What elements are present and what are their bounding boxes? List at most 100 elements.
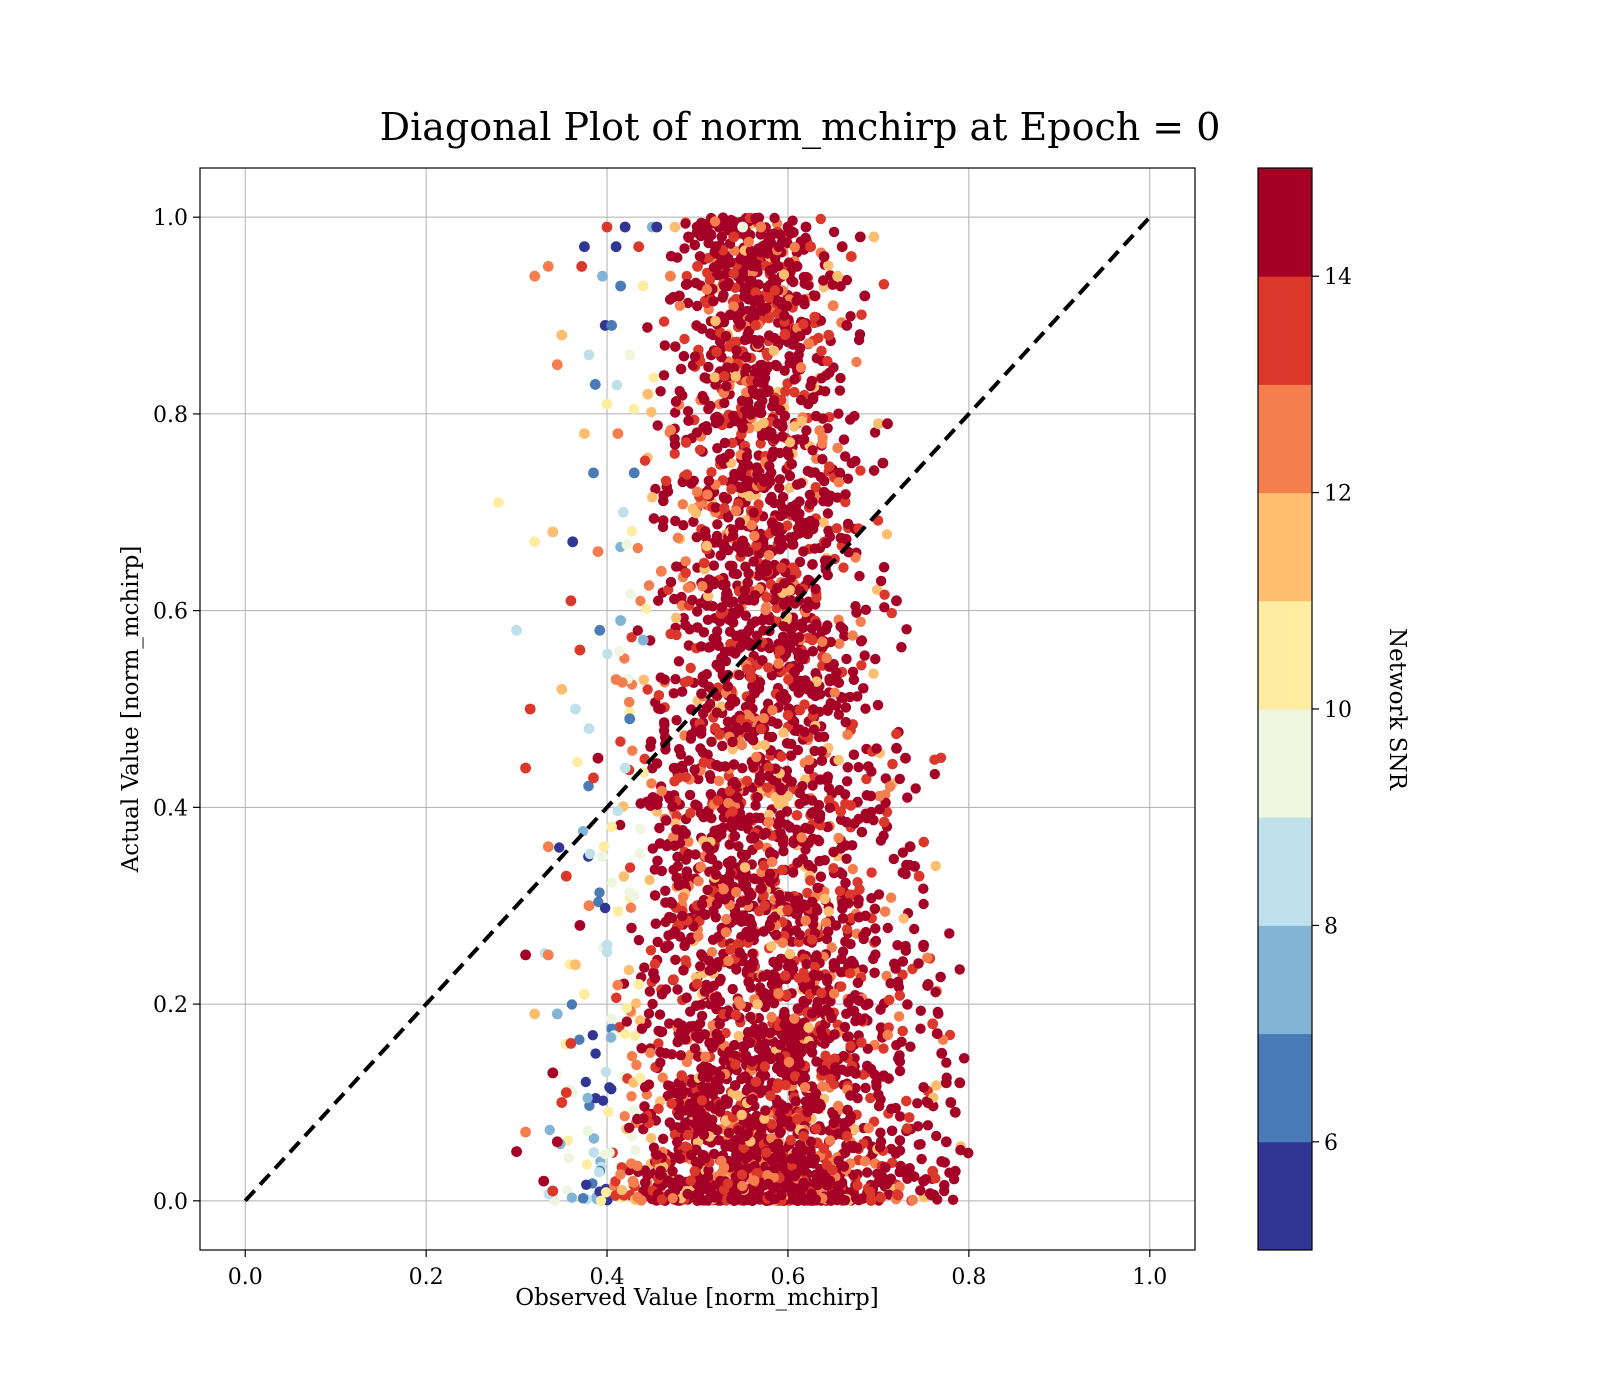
scatter-point — [896, 642, 907, 653]
scatter-point — [648, 968, 659, 979]
scatter-point — [655, 386, 666, 397]
scatter-point — [636, 1195, 647, 1206]
scatter-point — [584, 848, 596, 860]
scatter-point — [675, 1050, 686, 1061]
scatter-point — [789, 374, 800, 385]
scatter-point — [768, 446, 779, 457]
scatter-point — [630, 998, 642, 1009]
scatter-point — [845, 938, 856, 950]
scatter-point — [865, 790, 877, 802]
scatter-point — [711, 707, 723, 718]
scatter-point — [873, 889, 885, 900]
scatter-point — [698, 757, 709, 768]
scatter-point — [786, 776, 797, 787]
scatter-point — [671, 612, 682, 623]
scatter-point — [745, 982, 757, 993]
scatter-point — [874, 790, 885, 802]
scatter-point — [804, 489, 816, 500]
scatter-point — [807, 445, 818, 456]
scatter-point — [682, 871, 693, 882]
scatter-point — [879, 602, 890, 613]
scatter-point — [582, 1125, 593, 1137]
scatter-point — [719, 894, 730, 905]
scatter-point — [913, 958, 924, 969]
scatter-point — [774, 482, 785, 493]
scatter-point — [731, 568, 743, 580]
scatter-point — [894, 1056, 906, 1067]
scatter-point — [693, 1033, 705, 1044]
scatter-point — [849, 1123, 860, 1135]
scatter-point — [695, 961, 706, 972]
scatter-point — [647, 998, 658, 1010]
scatter-point — [666, 1098, 677, 1109]
scatter-point — [689, 1166, 700, 1177]
scatter-point — [816, 987, 827, 999]
scatter-point — [677, 892, 689, 903]
scatter-point — [671, 824, 682, 835]
scatter-point — [722, 596, 733, 607]
scatter-point — [566, 1192, 578, 1203]
scatter-point — [822, 973, 833, 984]
scatter-point — [860, 703, 871, 714]
scatter-point — [782, 520, 793, 531]
scatter-point — [887, 758, 898, 770]
scatter-point — [772, 418, 784, 429]
scatter-point — [789, 421, 800, 432]
scatter-point — [843, 997, 854, 1008]
scatter-point — [621, 1016, 632, 1027]
scatter-point — [739, 291, 750, 302]
scatter-point — [736, 395, 748, 406]
scatter-point — [655, 1026, 667, 1038]
scatter-point — [781, 738, 793, 749]
scatter-point — [714, 1018, 725, 1030]
scatter-point — [707, 964, 718, 975]
scatter-point — [668, 688, 679, 699]
scatter-point — [625, 588, 636, 600]
scatter-point — [744, 932, 755, 943]
scatter-point — [716, 787, 728, 799]
scatter-point — [790, 1096, 801, 1107]
scatter-point — [691, 227, 703, 238]
scatter-point — [858, 683, 869, 694]
scatter-point — [809, 543, 820, 554]
scatter-point — [749, 311, 760, 322]
scatter-point — [841, 653, 852, 665]
scatter-point — [703, 361, 714, 373]
scatter-point — [763, 292, 774, 303]
scatter-point — [684, 789, 696, 801]
scatter-point — [683, 675, 694, 687]
scatter-point — [731, 886, 742, 898]
scatter-point — [658, 495, 669, 507]
scatter-point — [689, 764, 700, 775]
scatter-point — [679, 940, 690, 951]
scatter-point — [727, 744, 738, 755]
scatter-point — [834, 885, 846, 897]
scatter-point — [842, 473, 854, 484]
scatter-point — [758, 417, 769, 429]
scatter-point — [730, 505, 742, 517]
scatter-point — [835, 621, 846, 632]
scatter-point — [902, 792, 913, 803]
scatter-point — [797, 622, 809, 633]
scatter-point — [647, 843, 658, 854]
scatter-point — [583, 780, 594, 792]
scatter-point — [819, 475, 830, 487]
scatter-point — [775, 510, 786, 522]
scatter-point — [781, 989, 792, 1001]
scatter-point — [875, 1192, 887, 1203]
scatter-point — [778, 599, 790, 610]
scatter-point — [755, 723, 767, 735]
scatter-point — [700, 909, 711, 920]
scatter-point — [659, 340, 670, 351]
scatter-point — [868, 815, 879, 826]
scatter-point — [774, 645, 786, 656]
scatter-point — [656, 785, 667, 797]
scatter-point — [751, 751, 762, 763]
scatter-point — [729, 830, 740, 842]
scatter-point — [783, 450, 794, 461]
scatter-point — [750, 590, 761, 601]
scatter-point — [810, 410, 822, 422]
scatter-point — [624, 696, 635, 708]
scatter-point — [733, 1030, 744, 1042]
scatter-point — [752, 791, 763, 803]
